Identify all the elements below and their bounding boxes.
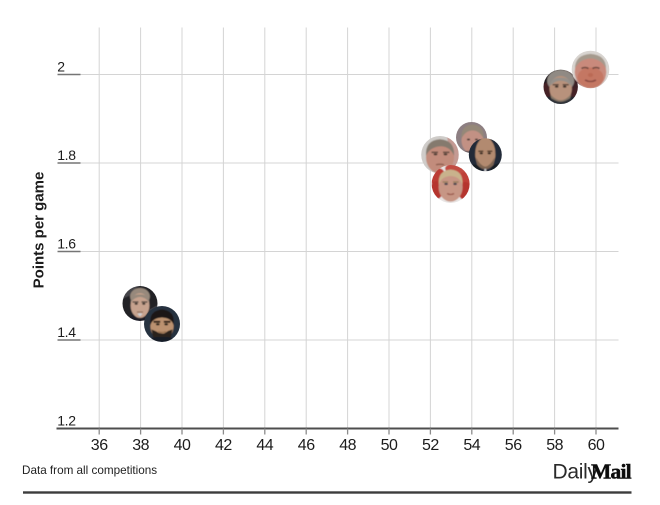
svg-text:Points per game: Points per game (31, 172, 48, 289)
svg-text:2: 2 (57, 58, 65, 74)
svg-text:36: 36 (91, 437, 108, 454)
svg-text:54: 54 (463, 437, 480, 454)
svg-text:58: 58 (546, 437, 563, 454)
svg-text:1.4: 1.4 (57, 324, 76, 340)
svg-text:1.6: 1.6 (57, 235, 76, 251)
svg-text:60: 60 (588, 437, 605, 454)
svg-text:Daily: Daily (553, 461, 599, 484)
svg-text:42: 42 (215, 437, 232, 454)
svg-text:44: 44 (256, 437, 273, 454)
svg-text:Data from all competitions: Data from all competitions (22, 464, 157, 477)
svg-text:50: 50 (381, 437, 398, 454)
svg-text:52: 52 (422, 437, 439, 454)
svg-text:38: 38 (132, 437, 149, 454)
svg-text:1.2: 1.2 (57, 412, 76, 428)
svg-text:1.8: 1.8 (57, 147, 76, 163)
svg-text:40: 40 (174, 437, 191, 454)
svg-text:46: 46 (298, 437, 315, 454)
svg-text:56: 56 (505, 437, 522, 454)
svg-text:Mail: Mail (591, 460, 632, 484)
svg-text:48: 48 (339, 437, 356, 454)
